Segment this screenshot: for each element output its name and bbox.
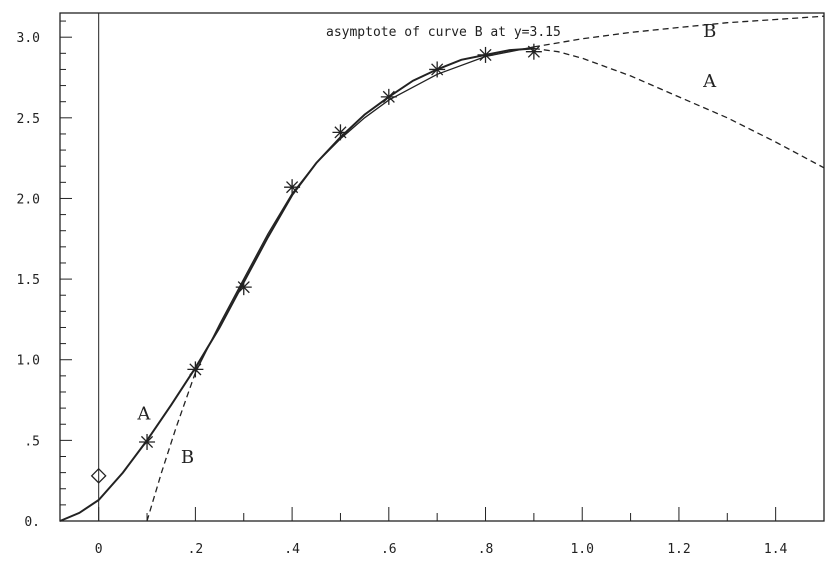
asterisk-marker <box>380 88 397 105</box>
asterisk-marker <box>429 61 446 78</box>
y-tick-label: .5 <box>24 434 40 449</box>
diamond-marker <box>90 467 107 484</box>
asterisk-marker <box>332 124 349 141</box>
y-tick-label: 0. <box>24 515 40 530</box>
curve-label-b: B <box>181 447 194 468</box>
y-tick-label: 2.0 <box>17 192 40 207</box>
x-tick-label: 1.4 <box>764 542 788 557</box>
series-b-dashed-end <box>533 15 825 48</box>
asymptote-annotation: asymptote of curve B at y=3.15 <box>326 25 561 40</box>
x-tick-label: .4 <box>284 542 300 557</box>
y-tick-label: 3.0 <box>17 31 40 46</box>
curve-label-b: B <box>703 21 716 42</box>
marker-layer <box>90 43 542 484</box>
x-tick-label: 0 <box>95 542 103 557</box>
series-b-solid <box>194 46 535 373</box>
series-b-dashed-start <box>146 372 197 522</box>
label-layer: A B B A <box>136 21 717 468</box>
axis-layer: 0 .2 .4 .6 .8 1.0 1.2 1.4 0. .5 1.0 1.5 2.0 2.5 3.0 <box>17 13 788 557</box>
asterisk-marker <box>477 46 494 63</box>
series-a-dashed-end <box>533 47 825 169</box>
y-tick-label: 2.5 <box>17 112 40 127</box>
x-tick-label: .2 <box>188 542 204 557</box>
x-tick-label: .6 <box>381 542 397 557</box>
y-tick-label: 1.5 <box>17 273 40 288</box>
x-tick-label: .8 <box>478 542 494 557</box>
y-tick-label: 1.0 <box>17 354 40 369</box>
asterisk-marker <box>139 433 156 450</box>
asterisk-marker <box>525 43 542 60</box>
plot-frame <box>59 12 825 522</box>
asterisk-marker <box>235 279 252 296</box>
x-tick-label: 1.2 <box>667 542 690 557</box>
curve-label-a: A <box>702 71 717 92</box>
curve-label-a: A <box>136 403 151 424</box>
x-tick-label: 1.0 <box>570 542 593 557</box>
asterisk-marker <box>187 361 204 378</box>
asterisk-marker <box>284 179 301 196</box>
series-a-solid <box>59 47 534 522</box>
